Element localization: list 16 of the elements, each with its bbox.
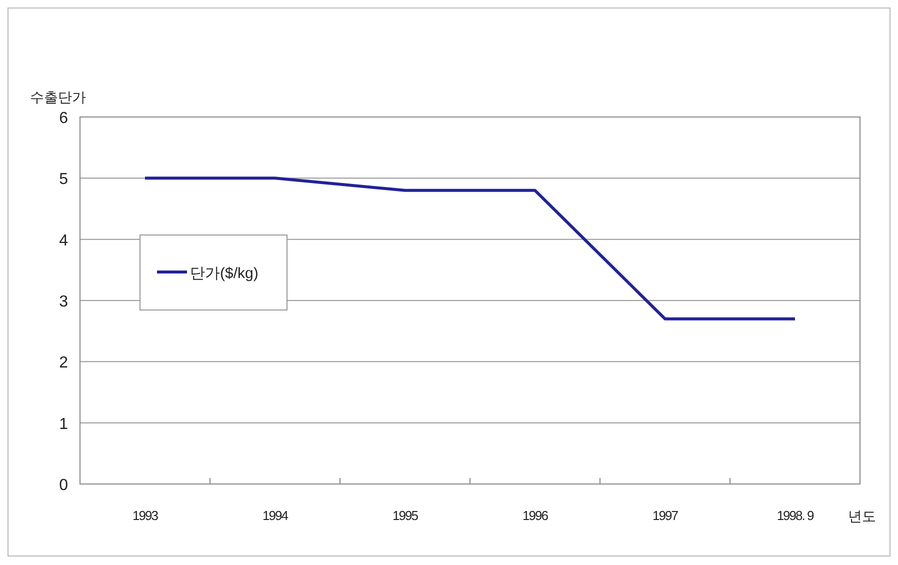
xtick: 1997 xyxy=(652,508,678,523)
ytick: 5 xyxy=(59,171,68,188)
ytick: 1 xyxy=(59,416,68,433)
xtick: 1996 xyxy=(522,508,548,523)
legend-label: 단가($/kg) xyxy=(190,265,258,282)
xlabel: 년도 xyxy=(848,508,876,524)
xtick: 1994 xyxy=(262,508,288,523)
ylabel: 수출단가 xyxy=(30,89,86,105)
xtick: 1995 xyxy=(392,508,418,523)
ytick: 2 xyxy=(59,354,68,372)
ytick: 4 xyxy=(59,232,68,250)
xtick: 1998. 9 xyxy=(776,508,814,523)
ytick: 3 xyxy=(59,294,68,310)
ytick: 0 xyxy=(59,477,68,494)
xtick: 1993 xyxy=(132,508,158,523)
ytick: 6 xyxy=(59,110,68,127)
